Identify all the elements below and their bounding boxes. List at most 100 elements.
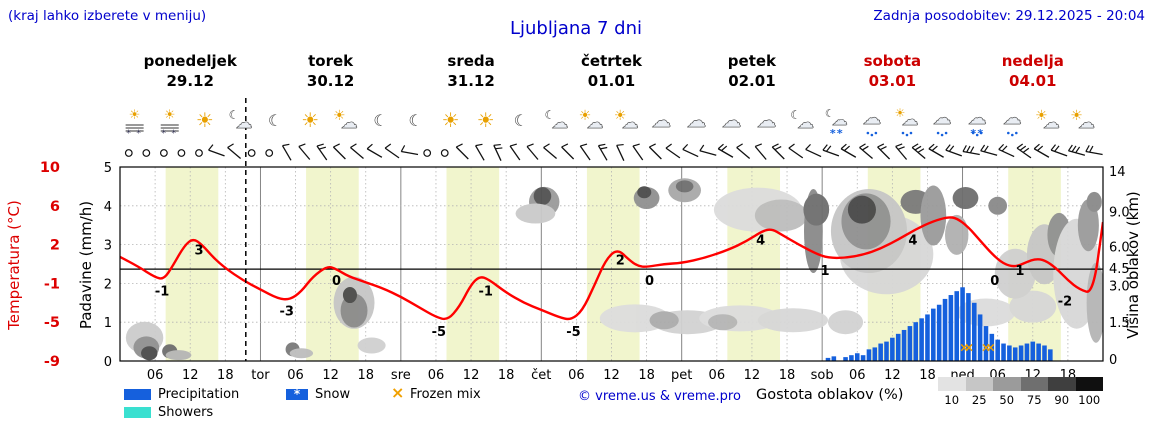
svg-text:sob: sob xyxy=(811,368,834,383)
day-headers: ponedeljek 29.12 torek 30.12 sreda 31.12 četrt… xyxy=(144,52,1064,90)
svg-text:petek: petek xyxy=(728,52,777,70)
svg-text:☀: ☀ xyxy=(579,108,592,124)
svg-text:-5: -5 xyxy=(566,325,580,340)
svg-text:2: 2 xyxy=(50,238,60,254)
svg-text:-3: -3 xyxy=(280,305,294,320)
svg-text:*: * xyxy=(977,127,983,140)
sun-icon: ☀ xyxy=(301,108,319,132)
svg-text:☀: ☀ xyxy=(477,108,495,132)
suncloud-icon: ☀☁ xyxy=(1035,108,1060,133)
svg-text:2: 2 xyxy=(616,254,625,269)
svg-text:pet: pet xyxy=(671,368,692,383)
precipitation-swatch xyxy=(124,389,151,400)
moon-icon: ☾ xyxy=(408,111,422,130)
cloudrain-icon: ☁ xyxy=(862,107,882,137)
svg-text:03.01: 03.01 xyxy=(869,72,916,90)
svg-text:0: 0 xyxy=(104,355,112,370)
fogsun-icon: ☀ * * xyxy=(125,108,144,139)
svg-text:sre: sre xyxy=(391,368,411,383)
mooncloud-icon: ☾☁ xyxy=(545,108,569,133)
svg-text:čet: čet xyxy=(531,368,551,383)
svg-text:0: 0 xyxy=(990,274,999,289)
cloud-density-scale-labels: 10 25 50 75 90 100 xyxy=(938,393,1103,407)
mooncloud-icon: ☾☁ xyxy=(229,108,253,133)
fogsun-icon: ☀ * * xyxy=(160,108,179,139)
svg-text:×: × xyxy=(964,340,974,354)
svg-text:4.5: 4.5 xyxy=(1109,262,1130,277)
svg-text:6.0: 6.0 xyxy=(1109,241,1130,256)
svg-text:☀: ☀ xyxy=(1035,108,1048,124)
last-update-text: Zadnja posodobitev: 29.12.2025 - 20:04 xyxy=(873,8,1145,24)
moonsnow-icon: ☾☁* * xyxy=(825,107,848,140)
svg-text:12: 12 xyxy=(463,368,480,383)
svg-text:9.0: 9.0 xyxy=(1109,206,1130,221)
svg-text:4: 4 xyxy=(908,233,917,248)
cloud-density-scale-cell xyxy=(1020,377,1048,391)
svg-text:×: × xyxy=(986,340,996,354)
svg-text:☾: ☾ xyxy=(514,111,528,130)
svg-text:☁: ☁ xyxy=(1043,113,1060,133)
svg-text:☀: ☀ xyxy=(196,108,214,132)
moon-icon: ☾ xyxy=(514,111,528,130)
svg-text:3: 3 xyxy=(194,243,203,258)
svg-text:☁: ☁ xyxy=(721,108,741,132)
snow-swatch: * xyxy=(286,388,308,400)
svg-text:*: * xyxy=(161,129,166,139)
svg-text:×: × xyxy=(981,340,991,354)
suncloud-icon: ☀☁ xyxy=(579,108,604,133)
svg-text:☁: ☁ xyxy=(622,113,639,133)
legend-frozen-mix-label: Frozen mix xyxy=(410,387,481,402)
svg-text:☁: ☁ xyxy=(1078,113,1095,133)
svg-text:06: 06 xyxy=(709,368,726,383)
svg-text:☾: ☾ xyxy=(373,111,387,130)
svg-text:06: 06 xyxy=(287,368,304,383)
menu-hint-text: (kraj lahko izberete v meniju) xyxy=(8,8,207,24)
svg-text:☀: ☀ xyxy=(895,106,906,120)
cloud-icon: ☁ xyxy=(756,108,777,133)
svg-text:4: 4 xyxy=(756,233,765,248)
svg-text:18: 18 xyxy=(498,368,515,383)
svg-text:☁: ☁ xyxy=(341,113,358,133)
sun-icon: ☀ xyxy=(477,108,495,132)
svg-text:-5: -5 xyxy=(44,315,60,331)
svg-text:☁: ☁ xyxy=(587,113,604,133)
svg-text:-5: -5 xyxy=(432,325,446,340)
svg-text:5: 5 xyxy=(104,161,112,176)
legend-precipitation-label: Precipitation xyxy=(158,387,240,402)
svg-text:3: 3 xyxy=(104,239,112,254)
svg-text:☀: ☀ xyxy=(164,108,176,123)
svg-text:☁: ☁ xyxy=(1003,107,1022,129)
cloudrainsun-icon: ☀☁ xyxy=(895,106,919,137)
svg-text:*: * xyxy=(830,127,836,140)
svg-text:18: 18 xyxy=(217,368,234,383)
svg-text:☁: ☁ xyxy=(757,108,777,132)
svg-text:☁: ☁ xyxy=(862,107,881,129)
svg-text:1: 1 xyxy=(104,316,112,331)
cloud-density-scale-label: 25 xyxy=(971,393,987,407)
cloudrain-icon: ☁ xyxy=(932,107,952,137)
svg-text:tor: tor xyxy=(251,368,270,383)
svg-text:06: 06 xyxy=(428,368,445,383)
moon-icon: ☾ xyxy=(373,111,387,130)
wind-barbs xyxy=(124,143,1103,161)
svg-text:☁: ☁ xyxy=(968,107,987,129)
svg-text:☾: ☾ xyxy=(408,111,422,130)
svg-text:ponedeljek: ponedeljek xyxy=(144,52,238,70)
cloud-density-scale-label: 100 xyxy=(1078,393,1101,407)
svg-text:sobota: sobota xyxy=(864,52,922,70)
cloud-density-scale-cell xyxy=(993,377,1021,391)
svg-text:1: 1 xyxy=(1015,264,1024,279)
svg-text:☁: ☁ xyxy=(686,108,706,132)
copyright-link[interactable]: © vreme.us & vreme.pro xyxy=(578,389,741,404)
svg-text:18: 18 xyxy=(919,368,936,383)
svg-text:☀: ☀ xyxy=(442,108,460,132)
suncloud-icon: ☀☁ xyxy=(614,108,639,133)
svg-text:☾: ☾ xyxy=(229,108,240,122)
sun-icon: ☀ xyxy=(442,108,460,132)
moon-icon: ☾ xyxy=(268,111,282,130)
svg-text:-1: -1 xyxy=(44,276,60,292)
svg-text:12: 12 xyxy=(182,368,199,383)
cloud-density-scale-label: 90 xyxy=(1054,393,1070,407)
svg-text:-1: -1 xyxy=(155,284,169,299)
